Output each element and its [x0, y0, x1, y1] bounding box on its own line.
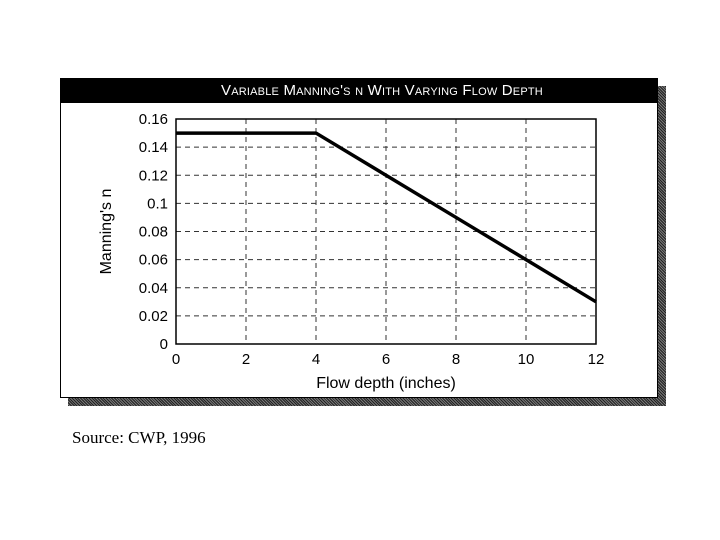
x-tick-label: 8	[452, 351, 460, 368]
y-tick-label: 0	[160, 336, 168, 353]
y-tick-label: 0.06	[139, 252, 168, 269]
x-tick-label: 10	[518, 351, 535, 368]
x-tick-label: 12	[588, 351, 605, 368]
chart-frame: Variable Manning's n With Varying Flow D…	[60, 78, 658, 398]
y-tick-label: 0.12	[139, 167, 168, 184]
x-axis-label: Flow depth (inches)	[316, 375, 456, 392]
chart-plot: 0 0.02 0.04 0.06 0.08 0.1 0.12 0.14 0.16 0 2 4 6 8 10 1…	[98, 111, 605, 392]
y-tick-label: 0.08	[139, 224, 168, 241]
x-tick-label: 2	[242, 351, 250, 368]
y-axis-label: Manning's n	[98, 189, 115, 275]
y-tick-label: 0.14	[139, 139, 168, 156]
source-caption: Source: CWP, 1996	[72, 428, 206, 447]
y-tick-label: 0.16	[139, 111, 168, 128]
y-tick-label: 0.02	[139, 308, 168, 325]
x-tick-label: 6	[382, 351, 390, 368]
y-tick-label: 0.1	[147, 195, 168, 212]
plot-area-border	[175, 118, 597, 345]
chart-title-bar: Variable Manning's n With Varying Flow D…	[61, 79, 657, 103]
x-tick-label: 0	[172, 351, 180, 368]
chart-title: Variable Manning's n With Varying Flow D…	[221, 82, 543, 99]
data-series-line	[176, 131, 597, 304]
y-tick-label: 0.04	[139, 280, 168, 297]
x-tick-label: 4	[312, 351, 320, 368]
